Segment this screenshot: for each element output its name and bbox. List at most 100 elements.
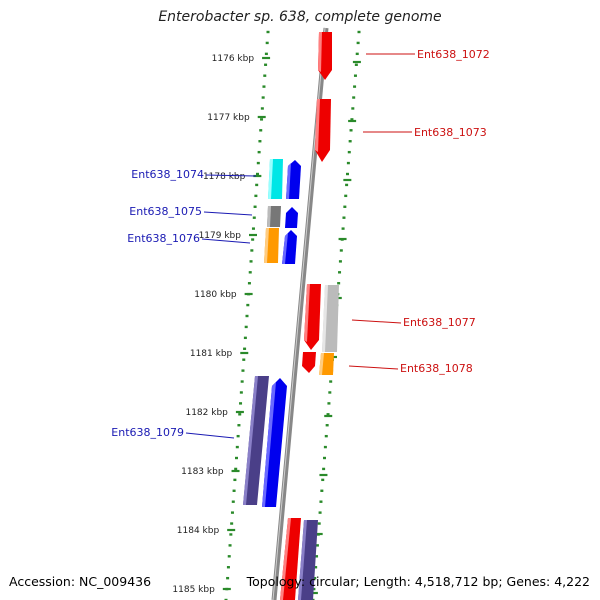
ruler-left-dot: [257, 150, 261, 154]
label-Ent638_1076[interactable]: Ent638_1076: [127, 232, 200, 245]
ruler-right-dot: [324, 434, 328, 438]
ruler-tick-label: 1185 kbp: [172, 585, 215, 595]
ruler-right-dot: [344, 194, 348, 198]
ruler-tick-label: 1181 kbp: [190, 349, 233, 359]
label-Ent638_1073[interactable]: Ent638_1073: [414, 126, 487, 139]
ruler-right-dot: [315, 555, 319, 558]
ruler-right-dot: [328, 391, 332, 394]
ruler-left-dot: [241, 369, 245, 372]
ruler-left-dot: [233, 478, 237, 482]
ruler-left-dot: [259, 129, 263, 132]
gene-Ent638_1075[interactable]: [267, 206, 298, 228]
gene-Ent638_1072[interactable]: [318, 32, 332, 80]
ruler-left-dot: [240, 380, 244, 383]
ruler-left-dot: [226, 576, 230, 580]
ruler-right-dot: [317, 522, 321, 525]
ruler-left-dot: [252, 216, 256, 219]
leader-Ent638_1077: [351, 319, 402, 324]
label-Ent638_1078[interactable]: Ent638_1078: [400, 362, 473, 375]
ruler-right-dot: [323, 445, 327, 449]
ruler-left-dot: [231, 500, 235, 503]
ruler-tick-label: 1182 kbp: [185, 408, 228, 418]
ruler-left-dot: [242, 358, 246, 361]
label-Ent638_1077[interactable]: Ent638_1077: [403, 316, 476, 329]
gene-bottom-pair[interactable]: [280, 518, 318, 600]
ruler-left-dot: [265, 41, 269, 45]
ruler-dots-left: [224, 30, 270, 600]
ruler-left-dot: [260, 118, 264, 121]
ruler-right-dot: [349, 129, 353, 132]
ruler-right-dot: [348, 140, 352, 143]
leader-Ent638_1075: [203, 211, 253, 216]
ruler-left-dot: [243, 347, 247, 350]
gene-Ent638_1078[interactable]: [302, 352, 334, 375]
label-Ent638_1079[interactable]: Ent638_1079: [111, 426, 184, 439]
ruler-left-dot: [247, 282, 251, 285]
ruler-left-dot: [235, 445, 239, 449]
ruler-right-dot: [353, 85, 357, 88]
topology-text: Topology: circular; Length: 4,518,712 bp…: [246, 574, 590, 589]
gene-Ent638_1076[interactable]: [264, 228, 297, 264]
ruler-left-dot: [254, 194, 258, 198]
ruler-left-dot: [251, 227, 255, 230]
ruler-right-dot: [318, 511, 322, 514]
ruler-tick-label: 1183 kbp: [181, 467, 224, 477]
ruler-right-dot: [319, 500, 323, 503]
leader-Ent638_1076: [201, 238, 251, 244]
ruler-left-dot: [250, 249, 254, 252]
ruler-right-dot: [346, 172, 349, 176]
ruler-left-dot: [264, 63, 268, 66]
ruler-left-dot: [261, 96, 265, 99]
ruler-left-dot: [264, 52, 268, 56]
ruler-right-dot: [313, 576, 317, 580]
ruler-left-dot: [224, 598, 228, 600]
ruler-left-dot: [226, 566, 230, 569]
ruler-left-dot: [230, 511, 234, 514]
ruler-left-dot: [244, 325, 248, 329]
ruler-tick-label: 1176 kbp: [212, 54, 255, 64]
ruler-left-dot: [256, 161, 260, 165]
ruler-right-dot: [326, 413, 330, 416]
ruler-left-dot: [262, 85, 266, 88]
gene-Ent638_1077[interactable]: [304, 284, 339, 352]
ruler-right-dot: [345, 183, 349, 187]
ruler-left-dot: [245, 314, 249, 318]
label-Ent638_1074[interactable]: Ent638_1074: [131, 168, 204, 181]
ruler-left-dot: [263, 74, 267, 77]
ruler-right-dot: [356, 41, 360, 45]
label-Ent638_1075[interactable]: Ent638_1075: [129, 205, 202, 218]
ruler-right-dot: [339, 249, 343, 252]
label-Ent638_1072[interactable]: Ent638_1072: [417, 48, 490, 61]
ruler-right-dot: [321, 478, 325, 482]
ruler-tick-label: 1184 kbp: [177, 526, 220, 536]
ruler-right-dot: [346, 161, 350, 165]
ruler-right-dot: [320, 489, 324, 492]
ruler-left-dot: [230, 522, 234, 525]
gene-Ent638_1073[interactable]: [315, 99, 331, 162]
ruler-right-dot: [314, 566, 318, 569]
ruler-right-dot: [355, 52, 359, 56]
ruler-right-dot: [312, 587, 316, 591]
ruler-right-dot: [342, 216, 346, 219]
ruler-right-dot: [325, 424, 329, 427]
ruler-left-dot: [237, 424, 241, 427]
ruler-left-dot: [249, 260, 253, 263]
ruler-right-dot: [347, 150, 351, 154]
ruler-right-dot: [337, 282, 341, 285]
ruler-tick-label: 1177 kbp: [207, 113, 250, 123]
ruler-left-dot: [256, 172, 259, 176]
ruler-left-dot: [235, 456, 238, 460]
ruler-right-dot: [329, 380, 333, 383]
gene-Ent638_1074[interactable]: [268, 159, 301, 199]
ruler-left-dot: [246, 303, 250, 307]
ruler-left-dot: [229, 533, 233, 536]
ruler-left-dot: [258, 140, 262, 143]
gene-Ent638_1079[interactable]: [243, 376, 287, 507]
ruler-tick-label: 1180 kbp: [194, 290, 237, 300]
leader-Ent638_1074: [205, 174, 257, 177]
ruler-left-dot: [228, 544, 232, 547]
ruler-right-dot: [338, 271, 342, 274]
ruler-left-dot: [255, 183, 259, 187]
ruler-right-dot: [327, 402, 331, 405]
